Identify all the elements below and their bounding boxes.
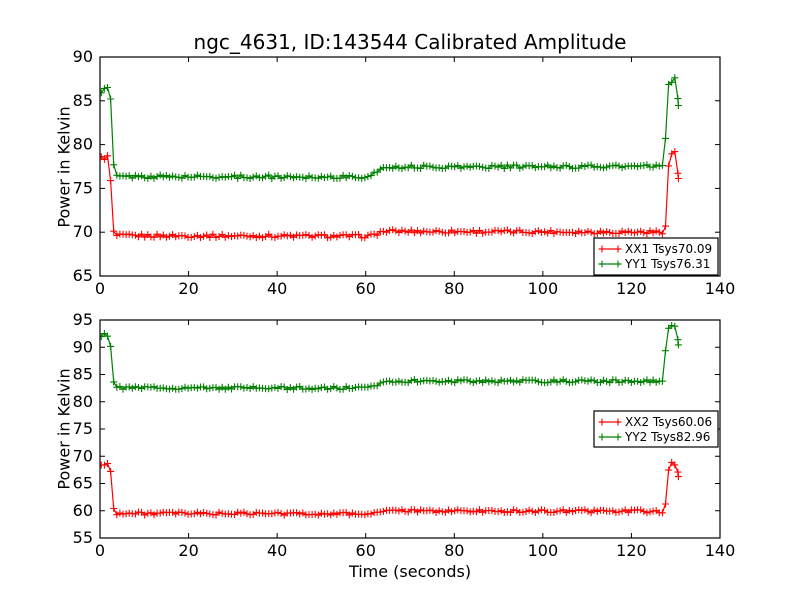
x-tick-label: 120 — [616, 541, 647, 560]
legend-label: YY1 Tsys76.31 — [624, 257, 710, 271]
series-markers-yy1 — [100, 74, 682, 183]
y-tick-label: 85 — [73, 91, 93, 110]
x-tick-label: 20 — [178, 541, 198, 560]
legend-box — [593, 237, 719, 276]
legend-plus-marker — [614, 433, 622, 441]
series-line-yy1 — [100, 76, 679, 180]
y-tick-label: 65 — [73, 266, 93, 285]
series-markers-yy2 — [100, 322, 682, 393]
x-tick-label: 20 — [178, 279, 198, 298]
x-tick-label: 140 — [705, 541, 736, 560]
y-tick-label: 85 — [73, 365, 93, 384]
y-tick-label: 70 — [73, 222, 93, 241]
legend-plus-marker — [598, 245, 606, 253]
y-tick-label: 75 — [73, 178, 93, 197]
legend-plus-marker — [614, 418, 622, 426]
series-markers-xx2 — [100, 458, 682, 519]
figure-title: ngc_4631, ID:143544 Calibrated Amplitude — [193, 30, 627, 54]
legend-plus-marker — [614, 245, 622, 253]
x-tick-label: 0 — [95, 279, 105, 298]
x-axis-label: Time (seconds) — [348, 562, 472, 581]
x-tick-label: 120 — [616, 279, 647, 298]
legend-plus-marker — [614, 260, 622, 268]
axes-frame — [99, 56, 721, 277]
x-tick-label: 140 — [705, 279, 736, 298]
y-tick-label: 65 — [73, 474, 93, 493]
x-tick-label: 40 — [267, 279, 287, 298]
series-markers-xx1 — [100, 148, 682, 242]
y-tick-label: 90 — [73, 337, 93, 356]
y-tick-label: 80 — [73, 392, 93, 411]
axes-frame — [99, 319, 721, 539]
y-tick-label: 95 — [73, 310, 93, 329]
x-tick-label: 60 — [356, 279, 376, 298]
legend-plus-marker — [598, 433, 606, 441]
x-tick-label: 0 — [95, 541, 105, 560]
y-tick-label: 60 — [73, 501, 93, 520]
y-tick-label: 70 — [73, 446, 93, 465]
legend-label: XX2 Tsys60.06 — [625, 415, 712, 429]
legend-label: YY2 Tsys82.96 — [624, 430, 710, 444]
y-tick-label: 55 — [73, 528, 93, 547]
x-tick-label: 100 — [528, 279, 559, 298]
y-tick-label: 75 — [73, 419, 93, 438]
y-tick-label: 80 — [73, 135, 93, 154]
legend-box — [593, 410, 719, 448]
x-tick-label: 40 — [267, 541, 287, 560]
y-tick-label: 90 — [73, 47, 93, 66]
x-tick-label: 60 — [356, 541, 376, 560]
legend-label: XX1 Tsys70.09 — [625, 242, 712, 256]
x-tick-label: 80 — [444, 279, 464, 298]
legend-plus-marker — [598, 418, 606, 426]
legend-plus-marker — [598, 260, 606, 268]
x-tick-label: 80 — [444, 541, 464, 560]
x-tick-label: 100 — [528, 541, 559, 560]
